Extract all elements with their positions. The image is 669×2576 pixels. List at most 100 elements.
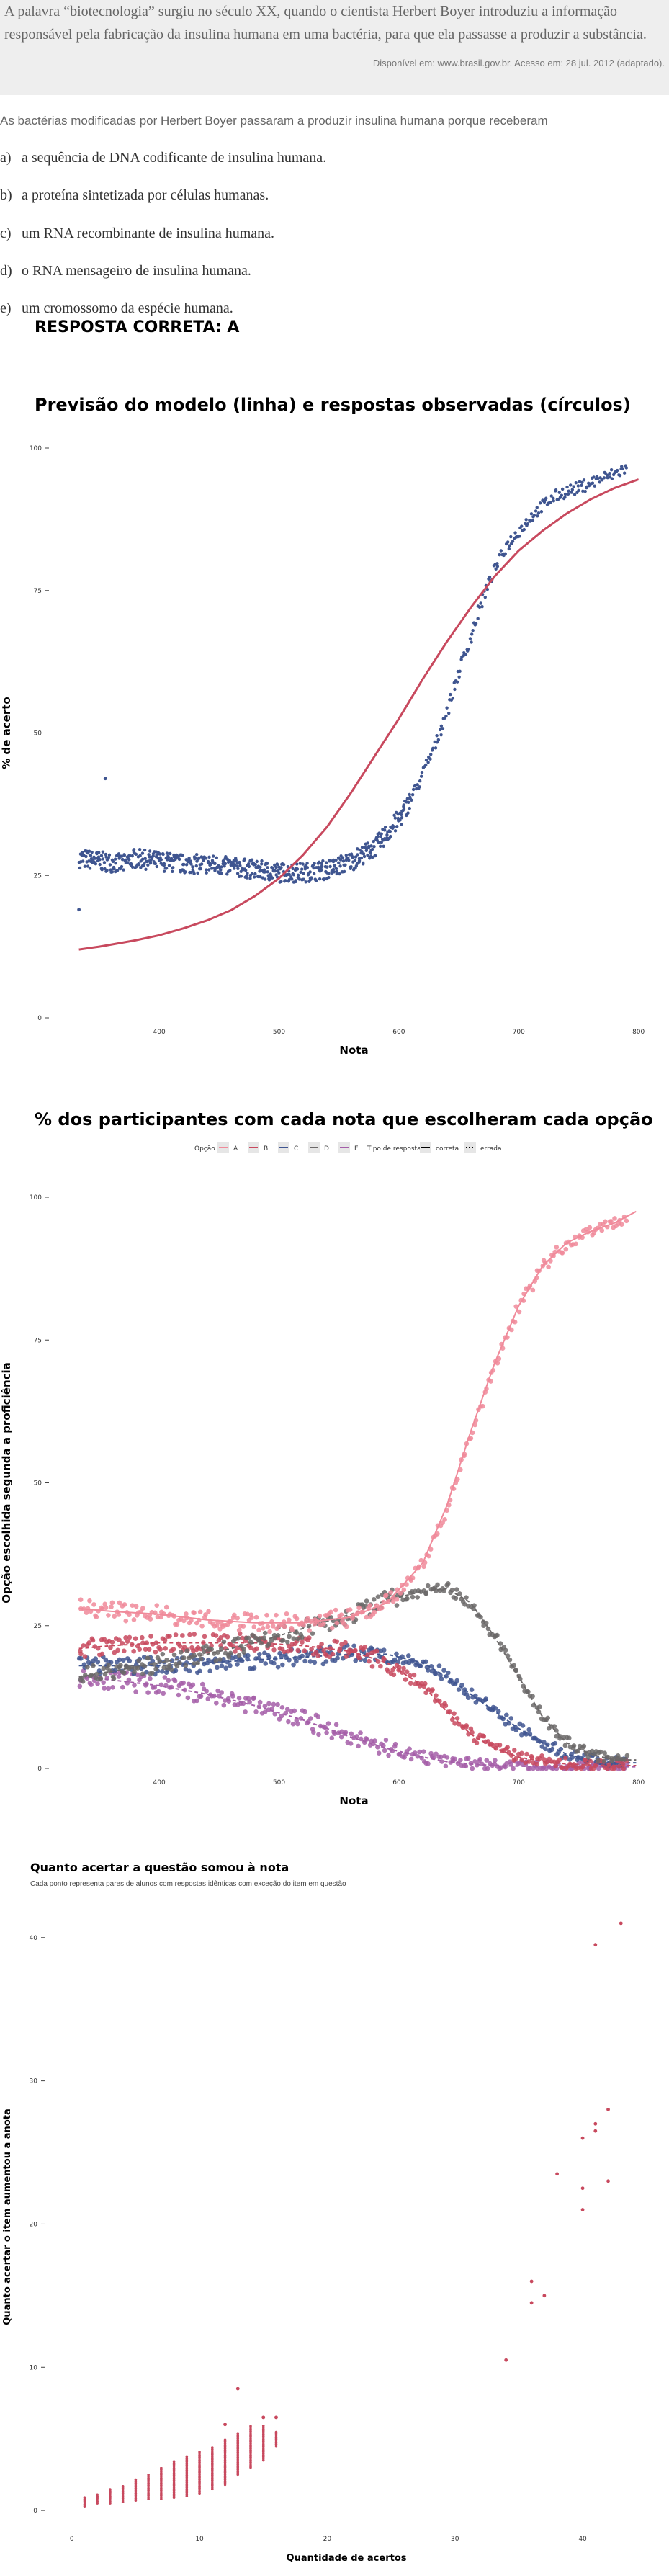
series-point <box>480 1761 485 1767</box>
observed-point <box>102 861 107 864</box>
series-point <box>495 1632 500 1638</box>
series-point <box>612 1216 617 1221</box>
observed-point <box>105 868 109 872</box>
observed-point <box>325 861 328 864</box>
series-point <box>127 1634 133 1640</box>
outlier-point <box>103 777 107 781</box>
observed-point <box>167 864 171 867</box>
observed-point <box>476 617 480 620</box>
observed-point <box>563 492 567 496</box>
series-point <box>230 1694 235 1699</box>
observed-point <box>155 864 159 869</box>
series-point <box>197 1668 202 1674</box>
option-d: d) o RNA mensageiro de insulina humana. <box>0 263 251 279</box>
series-point <box>310 1730 316 1735</box>
observed-point <box>488 575 492 579</box>
observed-point <box>94 862 98 866</box>
observed-point <box>356 847 359 851</box>
observed-point <box>371 855 374 859</box>
series-point <box>87 1598 92 1604</box>
series-point <box>534 1761 540 1767</box>
series-point <box>284 1611 289 1616</box>
y-tick-label: 25 <box>34 1623 42 1630</box>
observed-point <box>312 872 316 876</box>
series-point <box>358 1736 364 1742</box>
observed-point <box>524 518 528 522</box>
observed-point <box>572 485 575 488</box>
series-point <box>187 1668 192 1674</box>
observed-point <box>238 864 242 867</box>
option-a: a) a sequência de DNA codificante de insu… <box>0 150 326 166</box>
data-point <box>96 2493 99 2497</box>
observed-point <box>114 862 117 865</box>
observed-point <box>146 863 150 867</box>
observed-point <box>317 860 321 864</box>
series-point <box>526 1727 531 1732</box>
series-point <box>163 1646 168 1651</box>
series-point <box>253 1709 259 1714</box>
series-point <box>483 1696 488 1701</box>
data-point <box>121 2485 125 2488</box>
series-point <box>356 1655 362 1661</box>
observed-point <box>312 866 315 870</box>
observed-point <box>111 859 115 864</box>
observed-point <box>228 869 232 872</box>
series-point <box>520 1723 526 1728</box>
option-text: a sequência de DNA codificante de insuli… <box>22 150 327 166</box>
observed-point <box>273 863 277 867</box>
observed-point <box>194 852 199 857</box>
series-point <box>524 1751 529 1757</box>
series-point <box>145 1655 151 1661</box>
series-point <box>394 1603 400 1608</box>
observed-point <box>331 867 336 872</box>
observed-point <box>159 858 163 862</box>
series-point <box>386 1753 391 1758</box>
observed-point <box>374 854 377 858</box>
observed-point <box>574 481 578 485</box>
series-point <box>206 1609 211 1614</box>
option-text: um cromossomo da espécie humana. <box>22 300 233 316</box>
chart1-title: Previsão do modelo (linha) e respostas o… <box>35 395 631 415</box>
series-point <box>316 1732 321 1738</box>
observed-point <box>459 658 463 661</box>
observed-point <box>383 828 387 832</box>
series-point <box>140 1671 145 1676</box>
series-point <box>410 1575 416 1580</box>
observed-point <box>130 865 135 869</box>
series-point <box>624 1753 630 1758</box>
observed-point <box>372 839 375 844</box>
series-point <box>169 1658 175 1663</box>
series-point <box>552 1740 558 1746</box>
series-point <box>156 1689 161 1694</box>
series-point <box>178 1650 184 1655</box>
series-point <box>228 1650 233 1656</box>
series-point <box>190 1682 196 1688</box>
chart3: 0 10 20 30 40 0 10 20 30 40 Quantidade de acertos Q… <box>2 1921 623 2564</box>
observed-point <box>398 818 402 822</box>
observed-point <box>207 855 211 859</box>
observed-point <box>464 653 468 656</box>
observed-point <box>215 856 218 859</box>
series-point <box>315 1653 321 1658</box>
y-tick-label: 75 <box>34 588 42 595</box>
observed-point <box>359 856 364 860</box>
observed-point <box>126 861 130 864</box>
series-point <box>202 1634 207 1640</box>
series-point <box>519 1750 524 1756</box>
series-point <box>233 1649 238 1654</box>
series-point <box>317 1613 323 1619</box>
observed-point <box>270 876 274 880</box>
observed-point <box>120 864 124 869</box>
series-point <box>438 1673 443 1678</box>
y-axis-label: % de acerto <box>0 697 13 769</box>
series-point <box>158 1647 163 1652</box>
series-point <box>133 1689 138 1694</box>
data-point <box>274 2415 278 2420</box>
observed-point <box>419 774 423 778</box>
series-point <box>616 1763 621 1769</box>
series-point <box>221 1639 227 1645</box>
observed-point <box>101 850 105 854</box>
series-point <box>121 1648 127 1654</box>
observed-point <box>511 540 515 543</box>
observed-point <box>258 869 261 873</box>
